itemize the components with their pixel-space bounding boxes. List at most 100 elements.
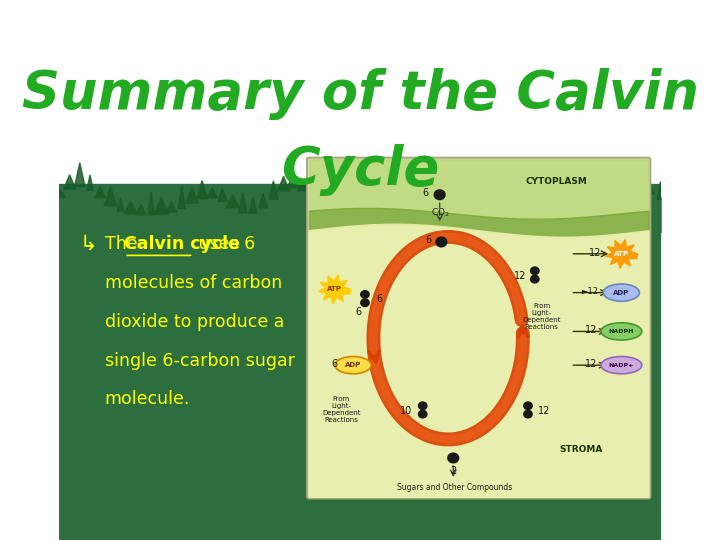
Polygon shape xyxy=(258,193,268,208)
Text: 10: 10 xyxy=(400,406,413,416)
Bar xyxy=(60,198,660,204)
Polygon shape xyxy=(583,195,595,212)
Bar xyxy=(60,199,660,205)
Polygon shape xyxy=(95,187,105,198)
Text: uses 6: uses 6 xyxy=(194,235,256,253)
Polygon shape xyxy=(178,186,185,208)
Text: dioxide to produce a: dioxide to produce a xyxy=(104,313,284,330)
Bar xyxy=(60,197,660,202)
Text: NADPH: NADPH xyxy=(608,329,634,334)
Bar xyxy=(60,195,660,201)
FancyBboxPatch shape xyxy=(307,158,650,498)
Text: Cycle: Cycle xyxy=(281,144,439,196)
Bar xyxy=(60,197,660,201)
Polygon shape xyxy=(226,195,239,208)
Bar xyxy=(60,199,660,204)
Bar xyxy=(60,198,660,204)
Polygon shape xyxy=(511,172,525,193)
Polygon shape xyxy=(124,202,138,214)
Text: molecules of carbon: molecules of carbon xyxy=(104,274,282,292)
Bar xyxy=(60,197,660,202)
Ellipse shape xyxy=(603,284,639,301)
Text: Calvin cycle: Calvin cycle xyxy=(125,235,240,253)
Polygon shape xyxy=(382,194,390,211)
Circle shape xyxy=(531,267,539,274)
Polygon shape xyxy=(269,181,278,199)
Polygon shape xyxy=(647,185,654,194)
Text: 12: 12 xyxy=(538,406,551,416)
Bar xyxy=(60,196,660,201)
Bar xyxy=(60,200,660,205)
Polygon shape xyxy=(117,198,124,211)
Bar xyxy=(60,198,660,203)
Text: ►12: ►12 xyxy=(582,287,599,296)
Polygon shape xyxy=(542,195,554,217)
Bar xyxy=(60,198,660,202)
Polygon shape xyxy=(521,193,535,200)
Bar xyxy=(60,196,660,201)
Bar xyxy=(60,197,660,202)
Polygon shape xyxy=(453,197,461,210)
Text: ADP: ADP xyxy=(613,289,629,295)
Polygon shape xyxy=(277,177,289,191)
Text: 12: 12 xyxy=(514,271,526,281)
Polygon shape xyxy=(371,207,379,214)
Text: NADP+: NADP+ xyxy=(608,363,634,368)
Polygon shape xyxy=(104,187,117,206)
Ellipse shape xyxy=(601,356,642,374)
Bar xyxy=(60,196,660,201)
Text: CO$_2$: CO$_2$ xyxy=(431,207,450,219)
Ellipse shape xyxy=(601,323,642,340)
Circle shape xyxy=(448,453,459,463)
Bar xyxy=(60,199,660,204)
Text: CYTOPLASM: CYTOPLASM xyxy=(526,177,588,186)
Bar xyxy=(60,184,660,540)
Text: From
Light-
Dependent
Reactions: From Light- Dependent Reactions xyxy=(522,303,561,330)
Polygon shape xyxy=(287,174,300,188)
Bar xyxy=(60,195,660,200)
Bar xyxy=(60,195,660,201)
Bar xyxy=(60,195,660,200)
Polygon shape xyxy=(238,193,247,213)
Text: single 6-carbon sugar: single 6-carbon sugar xyxy=(104,352,294,369)
Text: ATP: ATP xyxy=(614,251,629,257)
Polygon shape xyxy=(318,275,351,304)
Circle shape xyxy=(361,299,369,307)
Polygon shape xyxy=(606,240,638,268)
Polygon shape xyxy=(154,197,168,214)
Polygon shape xyxy=(413,176,420,197)
Text: 2: 2 xyxy=(450,467,456,476)
Polygon shape xyxy=(166,202,177,212)
Polygon shape xyxy=(575,195,584,216)
Circle shape xyxy=(361,291,369,298)
Polygon shape xyxy=(564,211,573,219)
Polygon shape xyxy=(249,197,257,213)
Circle shape xyxy=(523,410,532,418)
Polygon shape xyxy=(86,175,94,190)
Text: ↳: ↳ xyxy=(79,233,97,253)
Polygon shape xyxy=(534,198,544,209)
Polygon shape xyxy=(148,192,154,215)
Bar xyxy=(60,195,660,200)
Bar xyxy=(60,197,660,202)
Polygon shape xyxy=(186,187,198,203)
Polygon shape xyxy=(207,188,217,198)
Bar xyxy=(60,199,660,204)
Bar xyxy=(60,200,660,205)
Polygon shape xyxy=(605,198,614,205)
Polygon shape xyxy=(310,185,319,199)
Polygon shape xyxy=(633,171,647,192)
Text: From
Light-
Dependent
Reactions: From Light- Dependent Reactions xyxy=(322,395,361,422)
Text: 12: 12 xyxy=(585,359,598,369)
Text: 6: 6 xyxy=(377,294,383,305)
Text: molecule.: molecule. xyxy=(104,390,190,408)
Text: Sugars and Other Compounds: Sugars and Other Compounds xyxy=(397,483,513,492)
Polygon shape xyxy=(616,185,623,200)
Polygon shape xyxy=(53,189,66,197)
Text: ADP: ADP xyxy=(345,362,361,368)
Polygon shape xyxy=(389,184,402,207)
Text: 6: 6 xyxy=(332,359,338,369)
Bar xyxy=(60,197,660,202)
Polygon shape xyxy=(491,180,504,195)
Bar xyxy=(60,198,660,203)
